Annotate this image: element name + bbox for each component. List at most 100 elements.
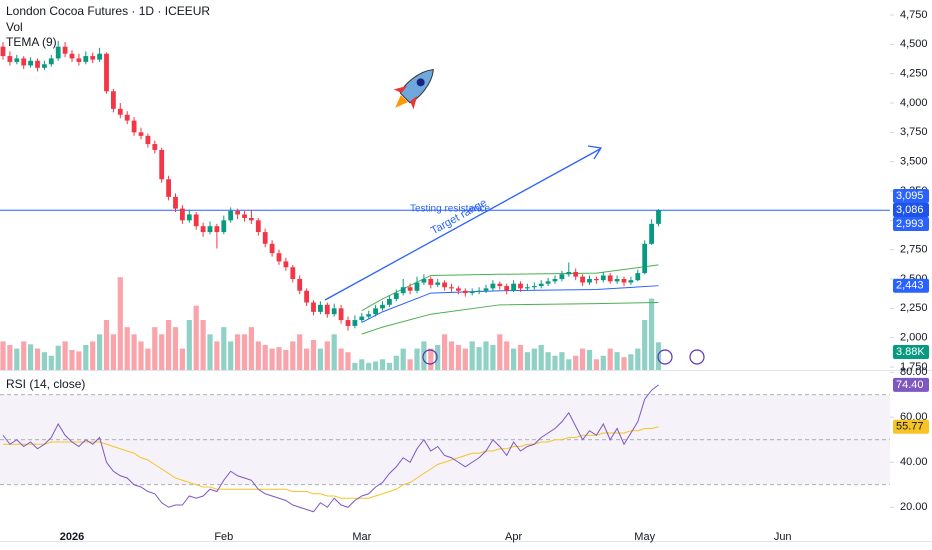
price-tag — [893, 419, 929, 434]
candle-body — [193, 214, 199, 227]
volume-bar — [497, 334, 503, 370]
volume-bar — [421, 341, 427, 370]
candle-body — [393, 293, 399, 299]
candle-body — [97, 53, 102, 60]
volume-bar — [428, 348, 434, 370]
candle-body — [297, 279, 303, 291]
volume-bar — [490, 345, 496, 370]
candle-body — [14, 58, 20, 62]
volume-bar — [200, 320, 206, 370]
volume-bar — [117, 277, 123, 370]
volume-bar — [62, 341, 68, 370]
volume-bar — [14, 348, 20, 370]
volume-bar — [297, 334, 303, 370]
volume-bar — [483, 341, 489, 370]
volume-bar — [359, 359, 365, 370]
rsi-pane — [0, 372, 890, 542]
candle-body — [255, 220, 261, 233]
channel-line — [361, 264, 659, 312]
volume-bar — [28, 344, 34, 370]
candle-body — [352, 320, 358, 326]
volume-bar — [621, 357, 627, 370]
candle-body — [207, 226, 213, 233]
candle-body — [228, 210, 234, 221]
candle-body — [580, 276, 585, 283]
candle-body — [600, 275, 606, 281]
channel-line — [361, 285, 659, 323]
volume-bar — [442, 334, 448, 370]
volume-bar — [207, 334, 213, 370]
candle-body — [366, 314, 372, 317]
chart-title: London Cocoa Futures · 1D · ICEEUR — [6, 4, 210, 18]
candle-body — [304, 290, 309, 303]
trend-arrow — [324, 145, 603, 301]
candle-body — [173, 196, 178, 209]
candle-body — [628, 280, 634, 283]
volume-bar — [366, 362, 372, 370]
y-tick-label: 2,750 — [900, 244, 928, 256]
candle-body — [594, 279, 599, 281]
candle-body — [214, 226, 220, 233]
volume-bar — [34, 348, 41, 370]
volume-bar — [103, 320, 110, 370]
candle-body — [104, 53, 109, 92]
volume-bar — [649, 298, 655, 370]
volume-bar — [138, 341, 144, 370]
candle-body — [42, 64, 47, 68]
price-tag — [893, 345, 929, 359]
candle-body — [387, 298, 392, 305]
y-tick-label: 4,250 — [900, 68, 928, 80]
candle-body — [290, 267, 296, 279]
volume-bar — [248, 327, 254, 370]
candle-body — [359, 316, 365, 321]
volume-bar — [159, 334, 165, 370]
candle-body — [262, 232, 268, 244]
candle-body — [407, 287, 413, 291]
candle-body — [456, 288, 461, 291]
x-tick-label: 2026 — [60, 531, 84, 543]
candle-body — [7, 56, 13, 62]
volume-bar — [283, 350, 289, 370]
volume-bar — [593, 359, 599, 370]
candle-body — [483, 288, 489, 291]
volume-bar — [290, 341, 296, 370]
rsi-title: RSI (14, close) — [6, 377, 85, 391]
candle-body — [145, 135, 151, 145]
candle-body — [373, 308, 378, 315]
volume-bar — [331, 334, 337, 370]
candle-body — [545, 281, 551, 284]
volume-bar — [221, 327, 227, 370]
volume-bar — [373, 361, 379, 370]
volume-bar — [69, 350, 75, 370]
volume-bar — [517, 345, 524, 370]
x-tick-label: May — [634, 531, 655, 543]
volume-bar — [400, 348, 406, 370]
volume-bar — [235, 334, 241, 370]
x-tick-label: Mar — [352, 531, 371, 543]
volume-bar — [41, 352, 47, 370]
annotation: Testing resistance — [410, 204, 490, 215]
volume-bar — [97, 334, 103, 370]
price-tag-label: 3,095 — [896, 190, 924, 202]
volume-bar — [586, 350, 593, 370]
volume-bar — [414, 348, 420, 370]
volume-bar — [552, 355, 558, 370]
y-tick-label: 3,750 — [900, 126, 928, 138]
y-tick-label: 40.00 — [900, 456, 928, 468]
price-tag — [893, 278, 929, 293]
price-tag-label: 2,443 — [896, 280, 924, 292]
legend-item: TEMA (9) — [6, 35, 57, 49]
volume-bar — [511, 348, 517, 370]
candle-body — [35, 60, 40, 68]
candle-body — [242, 214, 247, 218]
volume-bar — [276, 347, 282, 370]
volume-bar — [386, 362, 392, 370]
volume-bar — [7, 345, 13, 370]
y-tick-label: 3,500 — [900, 156, 928, 168]
volume-bar — [179, 348, 185, 370]
candle-body — [48, 58, 54, 65]
volume-bar — [214, 341, 220, 370]
price-tag-label: 3,086 — [896, 204, 924, 216]
candle-body — [552, 279, 558, 282]
